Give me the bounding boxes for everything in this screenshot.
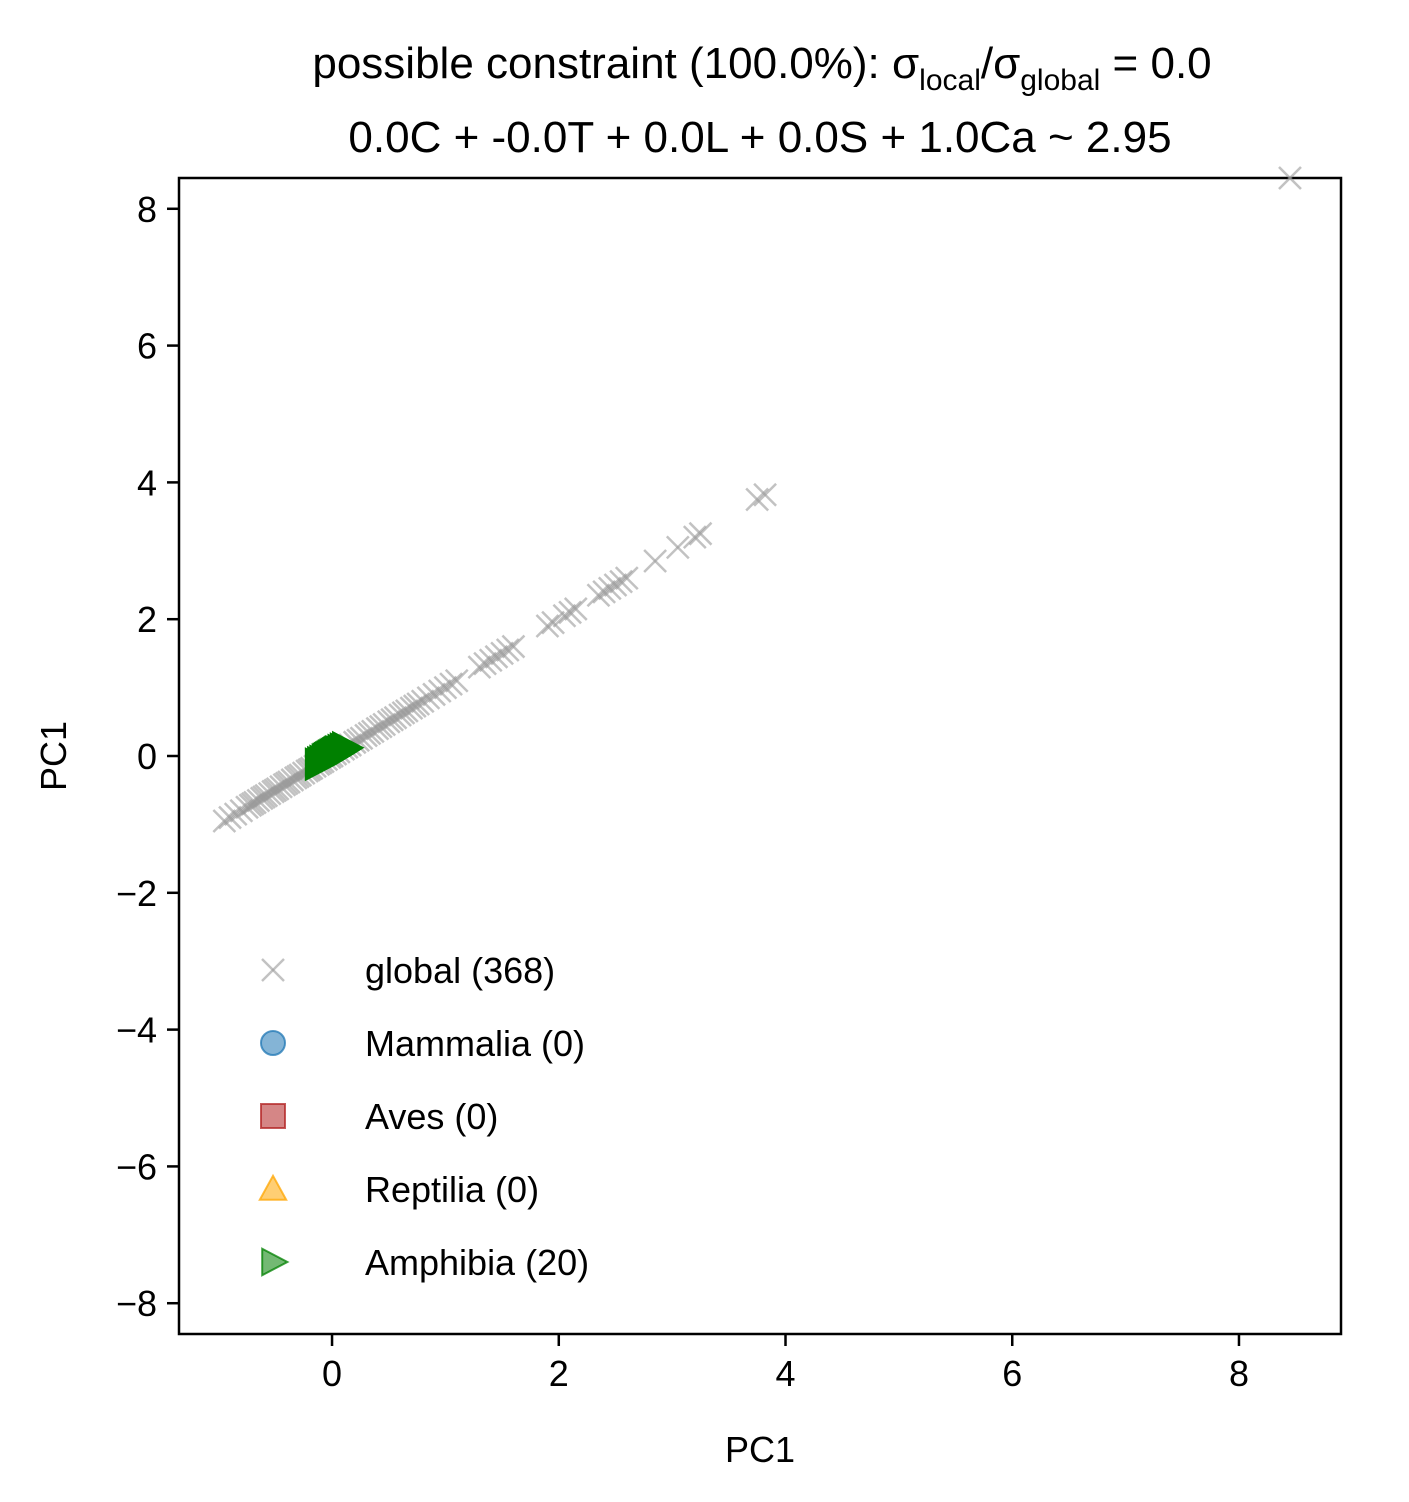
title-prefix: possible constraint (100.0%): σ: [312, 39, 919, 88]
legend-label: Reptilia (0): [365, 1169, 539, 1210]
legend-marker: [258, 1173, 288, 1201]
data-point: [444, 668, 469, 693]
data-point: [552, 603, 577, 628]
data-point: [422, 682, 446, 707]
x-tick-label: 6: [1002, 1353, 1022, 1394]
y-axis: −8 −6 −4 −2 0 2 4 6 8: [116, 189, 179, 1324]
legend-marker: [261, 1247, 290, 1277]
y-tick-label: −8: [116, 1283, 157, 1324]
data-point: [372, 712, 397, 737]
legend-item: Amphibia (20): [261, 1242, 589, 1283]
legend-item: Reptilia (0): [258, 1169, 539, 1210]
data-point: [478, 648, 503, 673]
data-point: [614, 566, 639, 591]
data-point: [360, 719, 385, 744]
x-axis-label: PC1: [725, 1429, 795, 1470]
data-point: [218, 805, 242, 830]
legend-label: Amphibia (20): [365, 1242, 589, 1283]
data-point: [495, 638, 520, 662]
data-point: [563, 597, 588, 621]
data-point: [586, 583, 611, 608]
legend-item: Aves (0): [260, 1096, 498, 1137]
data-point: [541, 610, 565, 635]
title-sub-global: global: [1020, 64, 1100, 97]
legend-label: Mammalia (0): [365, 1023, 585, 1064]
data-point: [643, 549, 668, 573]
legend: global (368) Mammalia (0) Aves (0) Reptilia…: [258, 950, 589, 1283]
y-tick-label: 2: [137, 599, 157, 640]
data-point: [484, 644, 509, 669]
y-tick-label: 4: [137, 462, 157, 503]
data-point: [609, 569, 634, 594]
title-suffix: = 0.0: [1100, 39, 1211, 88]
legend-marker: [261, 958, 285, 982]
legend-marker: [260, 1030, 286, 1056]
data-point: [501, 634, 526, 659]
data-point: [558, 600, 582, 625]
data-point: [592, 579, 617, 604]
data-point: [535, 614, 560, 638]
chart-title-line1: possible constraint (100.0%): σlocal/σgl…: [312, 39, 1211, 97]
x-tick-label: 4: [775, 1353, 795, 1394]
data-point: [212, 809, 237, 833]
data-point: [394, 698, 419, 723]
chart-title-line2: 0.0C + -0.0T + 0.0L + 0.0S + 1.0Ca ~ 2.9…: [348, 113, 1171, 162]
data-point: [597, 576, 622, 601]
x-tick-label: 2: [549, 1353, 569, 1394]
data-point: [332, 730, 365, 765]
chart-title: possible constraint (100.0%): σlocal/σgl…: [312, 39, 1211, 162]
y-tick-label: −4: [116, 1010, 157, 1051]
data-point: [1278, 166, 1302, 190]
data-points: [212, 166, 1302, 833]
data-point: [433, 675, 458, 700]
y-axis-label: PC1: [33, 721, 74, 791]
plot-area: [177, 176, 1343, 1336]
data-point: [473, 651, 497, 676]
y-tick-label: −2: [116, 873, 157, 914]
legend-item: Mammalia (0): [260, 1023, 585, 1064]
data-point: [427, 679, 452, 703]
data-point: [439, 672, 463, 697]
title-sub-local: local: [919, 64, 981, 97]
title-mid: /σ: [981, 39, 1020, 88]
x-tick-label: 8: [1229, 1353, 1249, 1394]
y-tick-label: 8: [137, 189, 157, 230]
y-tick-label: −6: [116, 1146, 157, 1187]
x-tick-label: 0: [322, 1353, 342, 1394]
data-point: [682, 525, 707, 549]
legend-item: global (368): [261, 950, 555, 991]
data-point: [223, 802, 248, 827]
data-point: [665, 535, 690, 560]
data-point: [383, 705, 408, 730]
legend-label: Aves (0): [365, 1096, 498, 1137]
data-point: [753, 482, 777, 507]
data-point: [467, 655, 492, 679]
data-point: [688, 521, 713, 546]
data-point: [745, 487, 770, 512]
y-tick-label: 0: [137, 736, 157, 777]
legend-marker: [260, 1103, 286, 1129]
data-point: [490, 641, 514, 666]
data-point: [410, 689, 435, 714]
data-point: [603, 573, 628, 597]
data-point: [416, 685, 441, 710]
x-axis: 0 2 4 6 8: [322, 1334, 1249, 1394]
y-tick-label: 6: [137, 326, 157, 367]
legend-label: global (368): [365, 950, 555, 991]
